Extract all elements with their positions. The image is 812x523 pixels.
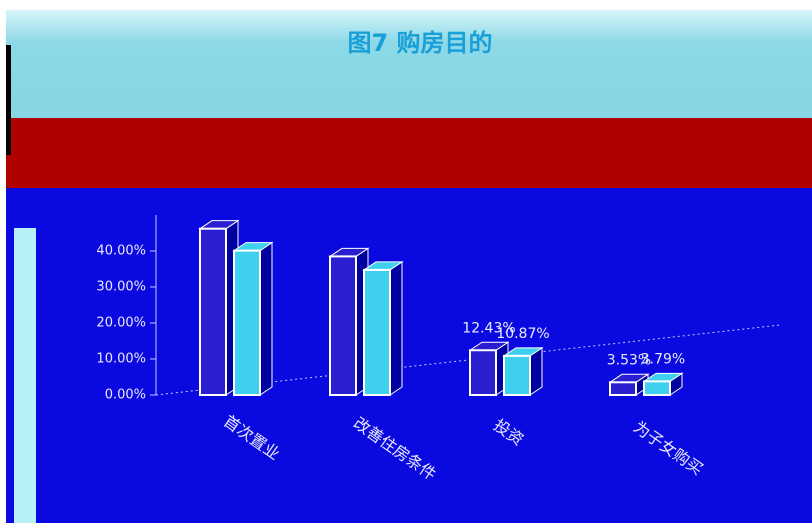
data-label: 3.79%	[641, 351, 685, 367]
bar	[199, 227, 227, 396]
bar	[469, 349, 497, 397]
y-tick-label: 30.00%	[96, 280, 146, 295]
bar	[233, 249, 261, 396]
data-label: 12.43%	[462, 320, 515, 336]
bar	[609, 381, 637, 396]
bar	[329, 255, 357, 396]
bar-side	[259, 241, 273, 396]
bar	[503, 354, 531, 397]
data-label: 10.87%	[496, 326, 549, 342]
bar-side	[389, 260, 403, 396]
y-tick-label: 20.00%	[96, 316, 146, 331]
title-band	[6, 10, 812, 118]
bar	[363, 268, 391, 396]
y-tick-label: 0.00%	[105, 388, 146, 403]
bar	[643, 380, 671, 396]
y-tick-label: 40.00%	[96, 244, 146, 259]
data-label: 3.53%	[607, 352, 651, 368]
chart-title: 图7 购房目的	[347, 29, 492, 57]
glitch-band	[6, 118, 812, 188]
y-tick-label: 10.00%	[96, 352, 146, 367]
edge	[6, 45, 11, 155]
side-strip	[14, 228, 36, 523]
